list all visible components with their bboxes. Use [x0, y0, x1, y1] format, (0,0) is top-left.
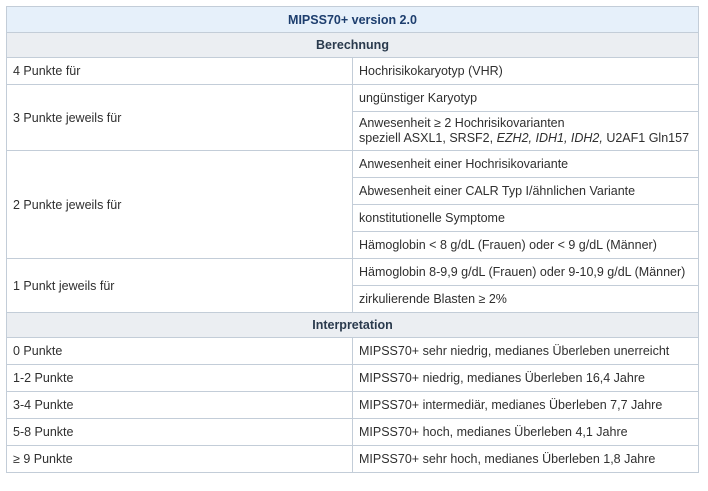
criterion: Anwesenheit einer Hochrisikovariante	[352, 150, 699, 178]
criterion: Hämoglobin 8-9,9 g/dL (Frauen) oder 9-10…	[352, 258, 699, 286]
criterion-line: speziell ASXL1, SRSF2,	[359, 131, 497, 145]
mipss70-table-container: MIPSS70+ version 2.0 Berechnung 4 Punkte…	[6, 6, 699, 473]
interpretation-text: MIPSS70+ hoch, medianes Überleben 4,1 Ja…	[352, 418, 699, 446]
table-row: 0 Punkte MIPSS70+ sehr niedrig, medianes…	[6, 337, 699, 365]
table-title-row: MIPSS70+ version 2.0	[6, 6, 699, 33]
section-row-calculation: Berechnung	[6, 32, 699, 58]
section-header-calculation: Berechnung	[6, 32, 699, 58]
points-label: 4 Punkte für	[6, 57, 353, 85]
interpretation-text: MIPSS70+ niedrig, medianes Überleben 16,…	[352, 364, 699, 392]
mipss70-table: MIPSS70+ version 2.0 Berechnung 4 Punkte…	[6, 6, 699, 473]
criterion: Abwesenheit einer CALR Typ I/ähnlichen V…	[352, 177, 699, 205]
points-label: 3 Punkte jeweils für	[6, 84, 353, 151]
criterion: konstitutionelle Symptome	[352, 204, 699, 232]
table-row: 4 Punkte für Hochrisikokaryotyp (VHR)	[6, 57, 699, 85]
table-row: zirkulierende Blasten ≥ 2%	[7, 285, 699, 313]
table-row: 1 Punkt jeweils für Hämoglobin 8-9,9 g/d…	[6, 258, 699, 313]
points-label: 2 Punkte jeweils für	[6, 150, 353, 259]
table-row: 3-4 Punkte MIPSS70+ intermediär, mediane…	[6, 391, 699, 419]
section-row-interpretation: Interpretation	[6, 312, 699, 338]
table-row: Hämoglobin < 8 g/dL (Frauen) oder < 9 g/…	[7, 231, 699, 259]
table-row: 3 Punkte jeweils für ungünstiger Karyoty…	[6, 84, 699, 151]
criterion-line: U2AF1 Gln157	[602, 131, 690, 145]
criterion: ungünstiger Karyotyp	[352, 84, 699, 112]
section-header-interpretation: Interpretation	[6, 312, 699, 338]
table-row: Anwesenheit ≥ 2 Hochrisikovarianten spez…	[7, 111, 699, 151]
interpretation-points: 5-8 Punkte	[6, 418, 353, 446]
table-row: ≥ 9 Punkte MIPSS70+ sehr hoch, medianes …	[6, 445, 699, 473]
criterion: zirkulierende Blasten ≥ 2%	[352, 285, 699, 313]
interpretation-points: 0 Punkte	[6, 337, 353, 365]
interpretation-points: 1-2 Punkte	[6, 364, 353, 392]
criterion-high-risk-variants: Anwesenheit ≥ 2 Hochrisikovarianten spez…	[352, 111, 699, 151]
criterion: Hämoglobin < 8 g/dL (Frauen) oder < 9 g/…	[352, 231, 699, 259]
criterion: Hochrisikokaryotyp (VHR)	[352, 57, 699, 85]
criterion-line: Anwesenheit ≥ 2 Hochrisikovarianten	[359, 116, 565, 130]
gene-names-italic: EZH2, IDH1, IDH2,	[496, 131, 603, 145]
table-row: 2 Punkte jeweils für Anwesenheit einer H…	[6, 150, 699, 259]
table-title: MIPSS70+ version 2.0	[6, 6, 699, 33]
table-row: konstitutionelle Symptome	[7, 204, 699, 232]
table-row: 1-2 Punkte MIPSS70+ niedrig, medianes Üb…	[6, 364, 699, 392]
table-row: Abwesenheit einer CALR Typ I/ähnlichen V…	[7, 177, 699, 205]
points-label: 1 Punkt jeweils für	[6, 258, 353, 313]
interpretation-text: MIPSS70+ sehr hoch, medianes Überleben 1…	[352, 445, 699, 473]
interpretation-points: 3-4 Punkte	[6, 391, 353, 419]
table-row: 5-8 Punkte MIPSS70+ hoch, medianes Überl…	[6, 418, 699, 446]
interpretation-points: ≥ 9 Punkte	[6, 445, 353, 473]
interpretation-text: MIPSS70+ sehr niedrig, medianes Überlebe…	[352, 337, 699, 365]
interpretation-text: MIPSS70+ intermediär, medianes Überleben…	[352, 391, 699, 419]
